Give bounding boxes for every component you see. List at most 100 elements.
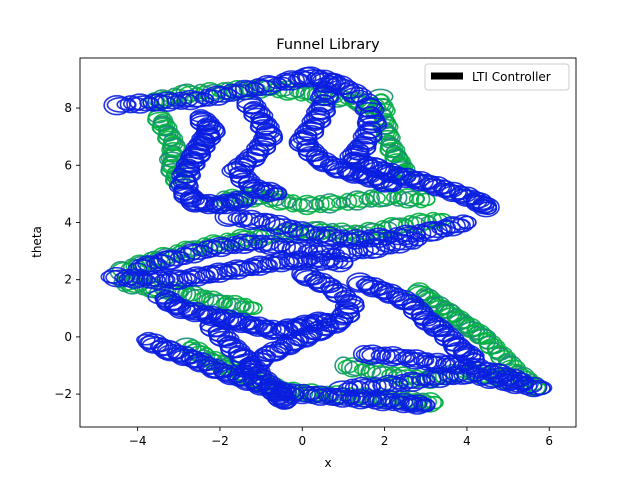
funnel-ellipse [169,91,193,110]
funnel-ellipse [304,271,328,290]
funnel-ellipse [267,187,288,201]
funnel-ellipse [457,215,477,230]
x-tick-label: −2 [211,434,229,448]
chart-title: Funnel Library [276,37,380,53]
funnel-ellipse [315,318,339,337]
y-axis: −2 0 2 4 6 8 [54,101,80,401]
funnel-ellipse [303,327,324,340]
funnel-ellipse [214,206,242,227]
funnel-ellipse [267,252,295,273]
funnel-ellipse [423,352,452,374]
funnel-ellipse [223,259,252,280]
plot-marks [100,66,553,415]
funnel-ellipse [358,344,386,365]
legend-box [424,63,570,91]
funnel-ellipse [408,193,425,205]
funnel-ellipse [394,351,415,364]
funnel-ellipse [477,201,498,215]
funnel-ellipse [407,232,428,247]
funnel-ellipse [207,236,235,258]
y-axis-label: theta [30,226,44,258]
funnel-ellipse [180,288,202,302]
funnel-ellipse [385,233,413,254]
funnel-ellipse [198,305,226,327]
funnel-ellipse [472,197,500,218]
funnel-ellipse [203,85,232,106]
funnel-ellipse [510,372,533,391]
x-tick-label: 6 [545,434,553,448]
funnel-ellipse [102,266,131,288]
funnel-ellipse [243,301,263,316]
funnel-ellipse [220,83,243,102]
funnel-ellipse [415,398,436,413]
funnel-ellipse [387,288,410,307]
funnel-ellipse [442,354,470,375]
y-tick-label: 4 [64,215,72,229]
funnel-ellipse [362,238,391,259]
x-axis: −4 −2 0 2 4 6 [129,427,553,448]
funnel-ellipse [261,216,287,231]
funnel-ellipse [216,265,237,278]
funnel-ellipse [418,392,443,413]
funnel-ellipse [438,216,466,237]
funnel-ellipse [165,269,193,290]
funnel-ellipse [403,394,432,415]
funnel-ellipse [181,301,209,323]
funnel-ellipse [348,376,376,398]
funnel-ellipse [123,271,154,288]
funnel-ellipse [415,192,436,207]
legend: LTI Controller [424,63,570,91]
funnel-ellipse [200,89,226,104]
funnel-ellipse [531,381,551,396]
funnel-ellipse [522,379,553,396]
funnel-ellipse [498,370,524,385]
funnel-ellipse [176,272,196,285]
x-axis-label: x [324,456,331,470]
funnel-ellipse [509,374,529,387]
funnel-ellipse [501,371,532,388]
funnel-ellipse [290,224,321,241]
y-tick-label: 2 [64,273,72,287]
funnel-ellipse [284,194,303,213]
funnel-ellipse [361,189,380,208]
funnel-ellipse [369,390,397,412]
funnel-ellipse [277,70,305,91]
funnel-ellipse [145,271,176,288]
funnel-ellipse [126,93,154,114]
y-tick-label: 6 [64,158,72,172]
x-tick-label: 4 [463,434,471,448]
funnel-ellipse [444,356,475,373]
funnel-ellipse [295,194,319,216]
funnel-ellipse [287,221,316,242]
funnel-ellipse [452,214,475,233]
funnel-ellipse [230,233,258,254]
funnel-ellipse [228,312,256,334]
x-tick-label: 0 [298,434,306,448]
funnel-ellipse [344,154,370,169]
funnel-ellipse [244,316,273,337]
funnel-ellipse [258,319,286,341]
funnel-ellipse [205,262,233,283]
funnel-ellipse [323,254,349,269]
funnel-ellipse [176,247,202,262]
funnel-ellipse [288,383,316,405]
funnel-ellipse [350,89,370,104]
funnel-ellipse [183,266,211,287]
legend-label: LTI Controller [472,70,551,84]
funnel-ellipse [276,395,296,410]
funnel-ellipse [392,167,421,189]
funnel-ellipse [255,181,284,203]
funnel-ellipse [238,261,259,274]
funnel-ellipse [345,190,369,211]
funnel-ellipse [338,192,358,211]
funnel-ellipse [398,235,419,248]
funnel-ellipse [361,347,392,364]
funnel-ellipse [226,192,257,209]
funnel-ellipse [179,243,208,264]
x-tick-label: −4 [129,434,147,448]
plot-frame [79,57,577,428]
funnel-ellipse [236,297,255,317]
funnel-ellipse [121,268,149,289]
funnel-ellipse [269,339,292,359]
